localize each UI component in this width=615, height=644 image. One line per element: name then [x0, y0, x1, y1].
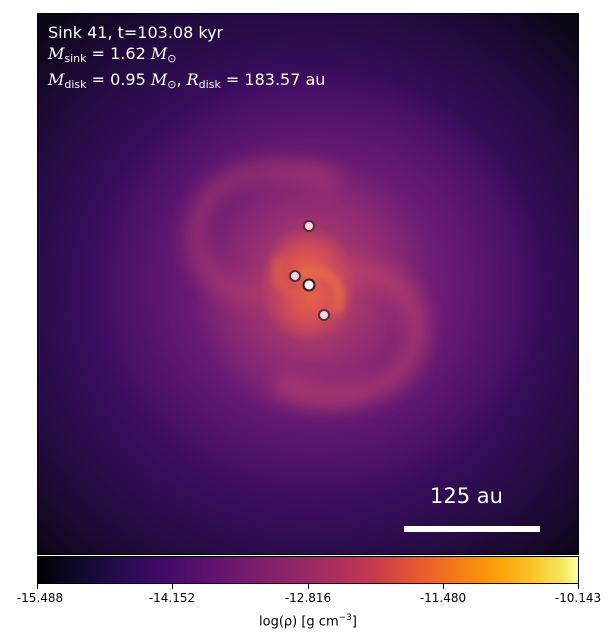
solar-subscript: ⊙ — [167, 52, 177, 65]
disk-line: Mdisk = 0.95 M⊙, Rdisk = 183.57 au — [48, 70, 326, 91]
colorbar-tick — [578, 584, 579, 589]
sink-particle — [318, 309, 330, 321]
disk-radius-subscript: disk — [198, 78, 221, 91]
disk-mass-symbol: M — [48, 70, 65, 89]
colorbar-label: log(ρ) [g cm−3] — [259, 613, 357, 629]
sink-particle — [289, 270, 301, 282]
colorbar-label-exponent: −3 — [338, 613, 352, 623]
info-annotation: Sink 41, t=103.08 kyr Msink = 1.62 M⊙ Md… — [48, 22, 325, 95]
solar-mass-unit: M — [150, 70, 168, 89]
sink-mass-subscript: sink — [64, 52, 87, 65]
disk-radius-value: = 183.57 au — [225, 70, 326, 89]
colorbar-tick — [308, 584, 309, 589]
spiral-arms — [185, 158, 429, 408]
colorbar-tick-label: -15.488 — [16, 591, 64, 605]
colorbar-label-suffix: ] — [351, 614, 357, 630]
solar-subscript: ⊙ — [167, 78, 177, 91]
colorbar-tick — [443, 584, 444, 589]
colorbar-tick-label: -11.480 — [419, 591, 467, 605]
scale-bar — [404, 526, 540, 532]
colorbar-tick-label: -12.816 — [284, 591, 332, 605]
sink-mass-value: = 1.62 — [91, 44, 146, 63]
sink-particle — [303, 220, 315, 232]
disk-mass-value: = 0.95 — [91, 70, 146, 89]
colorbar-tick-label: -14.152 — [148, 591, 196, 605]
sink-mass-symbol: M — [48, 44, 65, 63]
disk-radius-symbol: R — [186, 70, 199, 89]
scale-bar-label: 125 au — [430, 484, 503, 508]
colorbar-tick — [172, 584, 173, 589]
title-line: Sink 41, t=103.08 kyr — [48, 23, 224, 42]
disk-mass-subscript: disk — [64, 78, 87, 91]
colorbar-tick — [37, 584, 38, 589]
sink-mass-line: Msink = 1.62 M⊙ — [48, 43, 325, 69]
density-map: Sink 41, t=103.08 kyr Msink = 1.62 M⊙ Md… — [37, 13, 579, 555]
colorbar — [37, 556, 579, 584]
solar-mass-unit: M — [150, 44, 168, 63]
sink-particle-primary — [302, 278, 316, 292]
colorbar-label-prefix: log(ρ) [g cm — [259, 614, 339, 630]
colorbar-tick-label: -10.143 — [554, 591, 602, 605]
